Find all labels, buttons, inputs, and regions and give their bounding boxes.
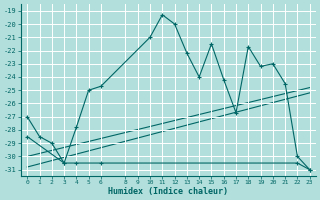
X-axis label: Humidex (Indice chaleur): Humidex (Indice chaleur) (108, 187, 228, 196)
